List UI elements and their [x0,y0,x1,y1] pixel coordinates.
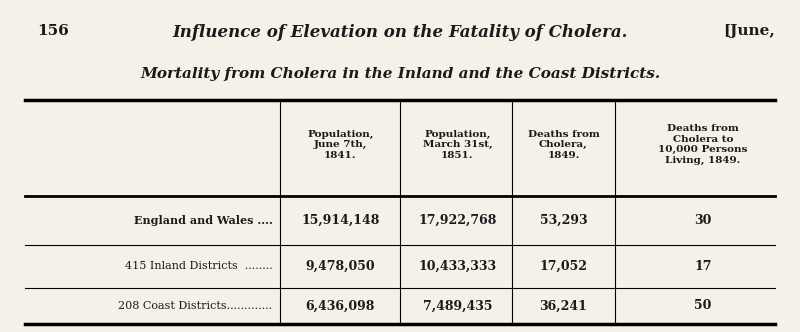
Text: 15,914,148: 15,914,148 [301,214,379,227]
Text: 9,478,050: 9,478,050 [306,260,375,273]
Text: 10,433,333: 10,433,333 [418,260,497,273]
Text: 415 Inland Districts  ........: 415 Inland Districts ........ [125,261,273,272]
Text: 208 Coast Districts.............: 208 Coast Districts............. [118,301,273,311]
Text: England and Wales ....: England and Wales .... [134,215,273,226]
Text: 30: 30 [694,214,712,227]
Text: Population,
March 31st,
1851.: Population, March 31st, 1851. [422,130,492,159]
Text: 6,436,098: 6,436,098 [306,299,375,312]
Text: 7,489,435: 7,489,435 [422,299,492,312]
Text: 53,293: 53,293 [540,214,587,227]
Text: Mortality from Cholera in the Inland and the Coast Districts.: Mortality from Cholera in the Inland and… [140,67,660,81]
Text: Population,
June 7th,
1841.: Population, June 7th, 1841. [307,130,374,159]
Text: Influence of Elevation on the Fatality of Cholera.: Influence of Elevation on the Fatality o… [172,25,628,42]
Text: 17: 17 [694,260,712,273]
Text: 17,922,768: 17,922,768 [418,214,497,227]
Text: Deaths from
Cholera to
10,000 Persons
Living, 1849.: Deaths from Cholera to 10,000 Persons Li… [658,124,748,165]
Text: 36,241: 36,241 [539,299,587,312]
Text: [June,: [June, [723,25,774,39]
Text: 50: 50 [694,299,712,312]
Text: 17,052: 17,052 [539,260,587,273]
Text: 156: 156 [38,25,69,39]
Text: Deaths from
Cholera,
1849.: Deaths from Cholera, 1849. [527,130,599,159]
